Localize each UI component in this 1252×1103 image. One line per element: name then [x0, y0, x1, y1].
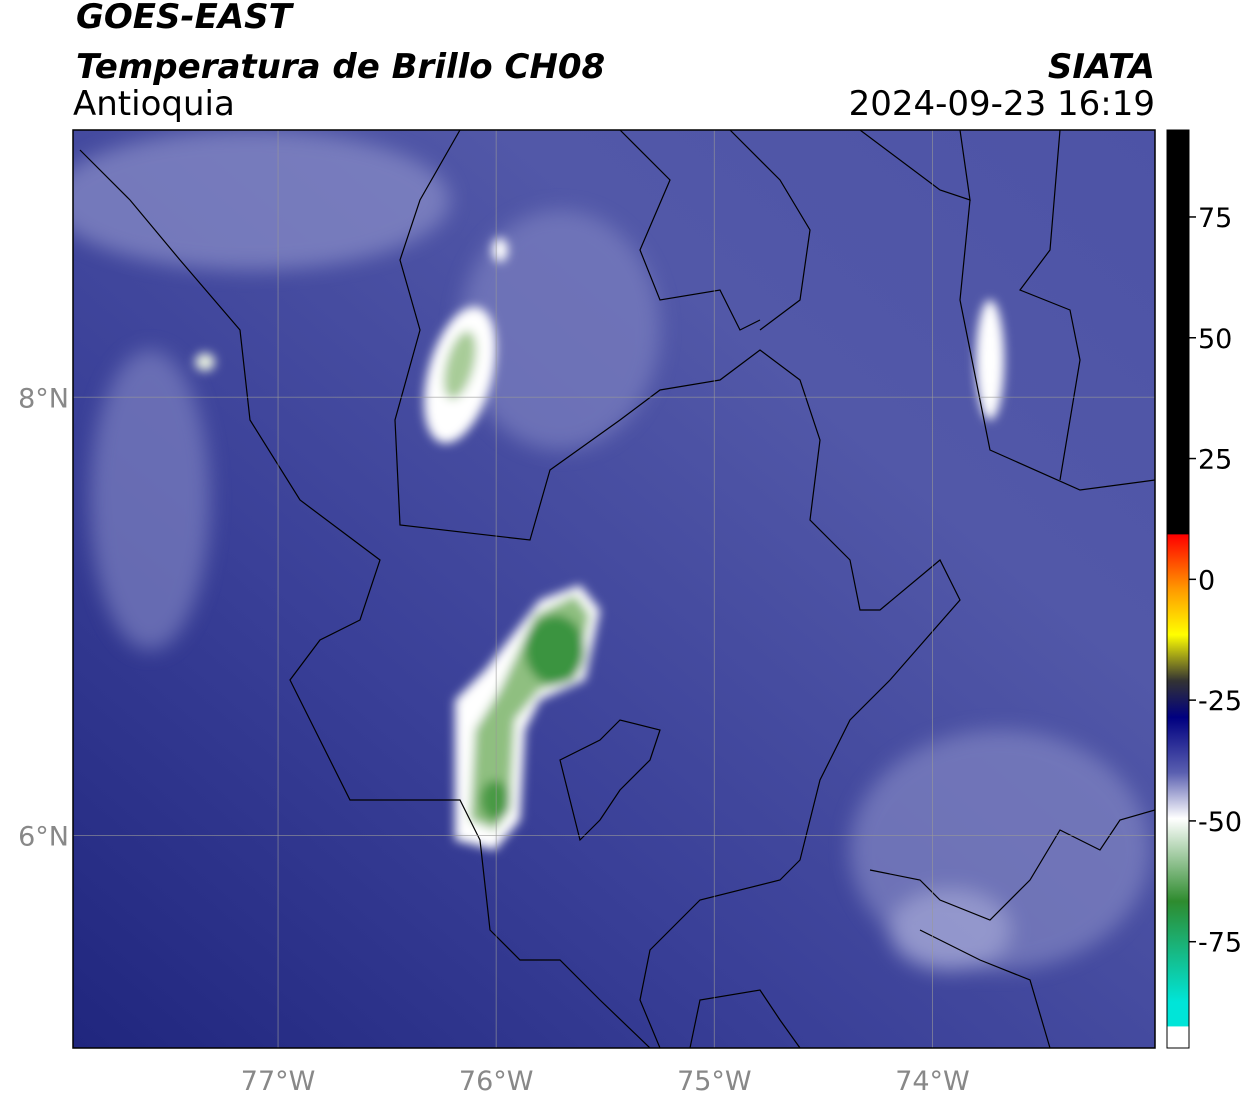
x-tick-label: 76°W [459, 1066, 534, 1097]
y-tick-label: 6°N [18, 821, 69, 852]
colorbar-tick-label: 25 [1198, 445, 1232, 476]
colorbar [1166, 129, 1190, 1049]
colorbar-tick-label: -75 [1198, 928, 1242, 959]
x-tick-label: 77°W [241, 1066, 316, 1097]
subtitle: Temperatura de Brillo CH08 [76, 47, 605, 87]
source: SIATA [1048, 47, 1155, 87]
colorbar-tick-label: 50 [1198, 324, 1232, 355]
datetime: 2024-09-23 16:19 [849, 84, 1155, 124]
map [73, 130, 1155, 1048]
x-tick-label: 75°W [677, 1066, 752, 1097]
colorbar-tick-label: 0 [1198, 565, 1215, 596]
colorbar-tick-label: -25 [1198, 686, 1242, 717]
map-frame [72, 129, 1156, 1049]
colorbar-tick-label: -50 [1198, 807, 1242, 838]
x-tick-label: 74°W [895, 1066, 970, 1097]
colorbar-tick-label: 75 [1198, 203, 1232, 234]
region: Antioquia [73, 84, 235, 124]
title: GOES-EAST [76, 0, 295, 37]
y-tick-label: 8°N [18, 383, 69, 414]
